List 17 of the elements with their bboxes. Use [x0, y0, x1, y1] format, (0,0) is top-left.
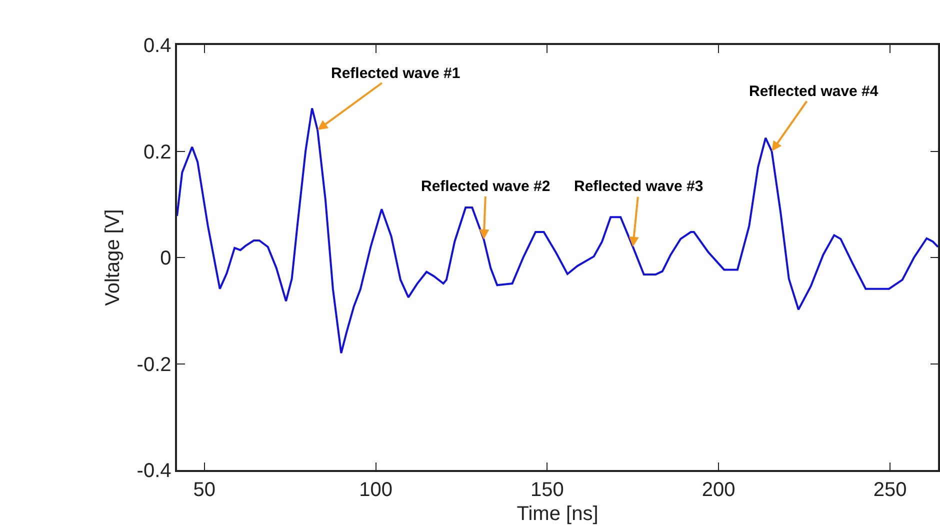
y-tick-label: 0.2: [143, 141, 172, 164]
y-tick-label: 0.4: [143, 35, 172, 57]
x-tick-label: 50: [193, 478, 216, 501]
annotation: Reflected wave #3: [574, 178, 704, 195]
x-axis-title: Time [ns]: [516, 502, 598, 525]
x-tick-label: 200: [702, 478, 736, 501]
x-tick-label: 100: [359, 478, 393, 501]
annotation: Reflected wave #2: [421, 178, 550, 195]
y-tick-label: 0: [160, 248, 172, 270]
y-axis-title: Voltage [V]: [102, 209, 124, 306]
x-tick-label: 150: [530, 478, 564, 501]
y-tick-label: -0.2: [136, 354, 172, 376]
annotation: Reflected wave #1: [331, 65, 460, 82]
y-tick-label: -0.4: [136, 460, 172, 482]
x-tick-label: 250: [873, 478, 907, 501]
annotation: Reflected wave #4: [749, 83, 879, 100]
line-series: [177, 107, 938, 354]
